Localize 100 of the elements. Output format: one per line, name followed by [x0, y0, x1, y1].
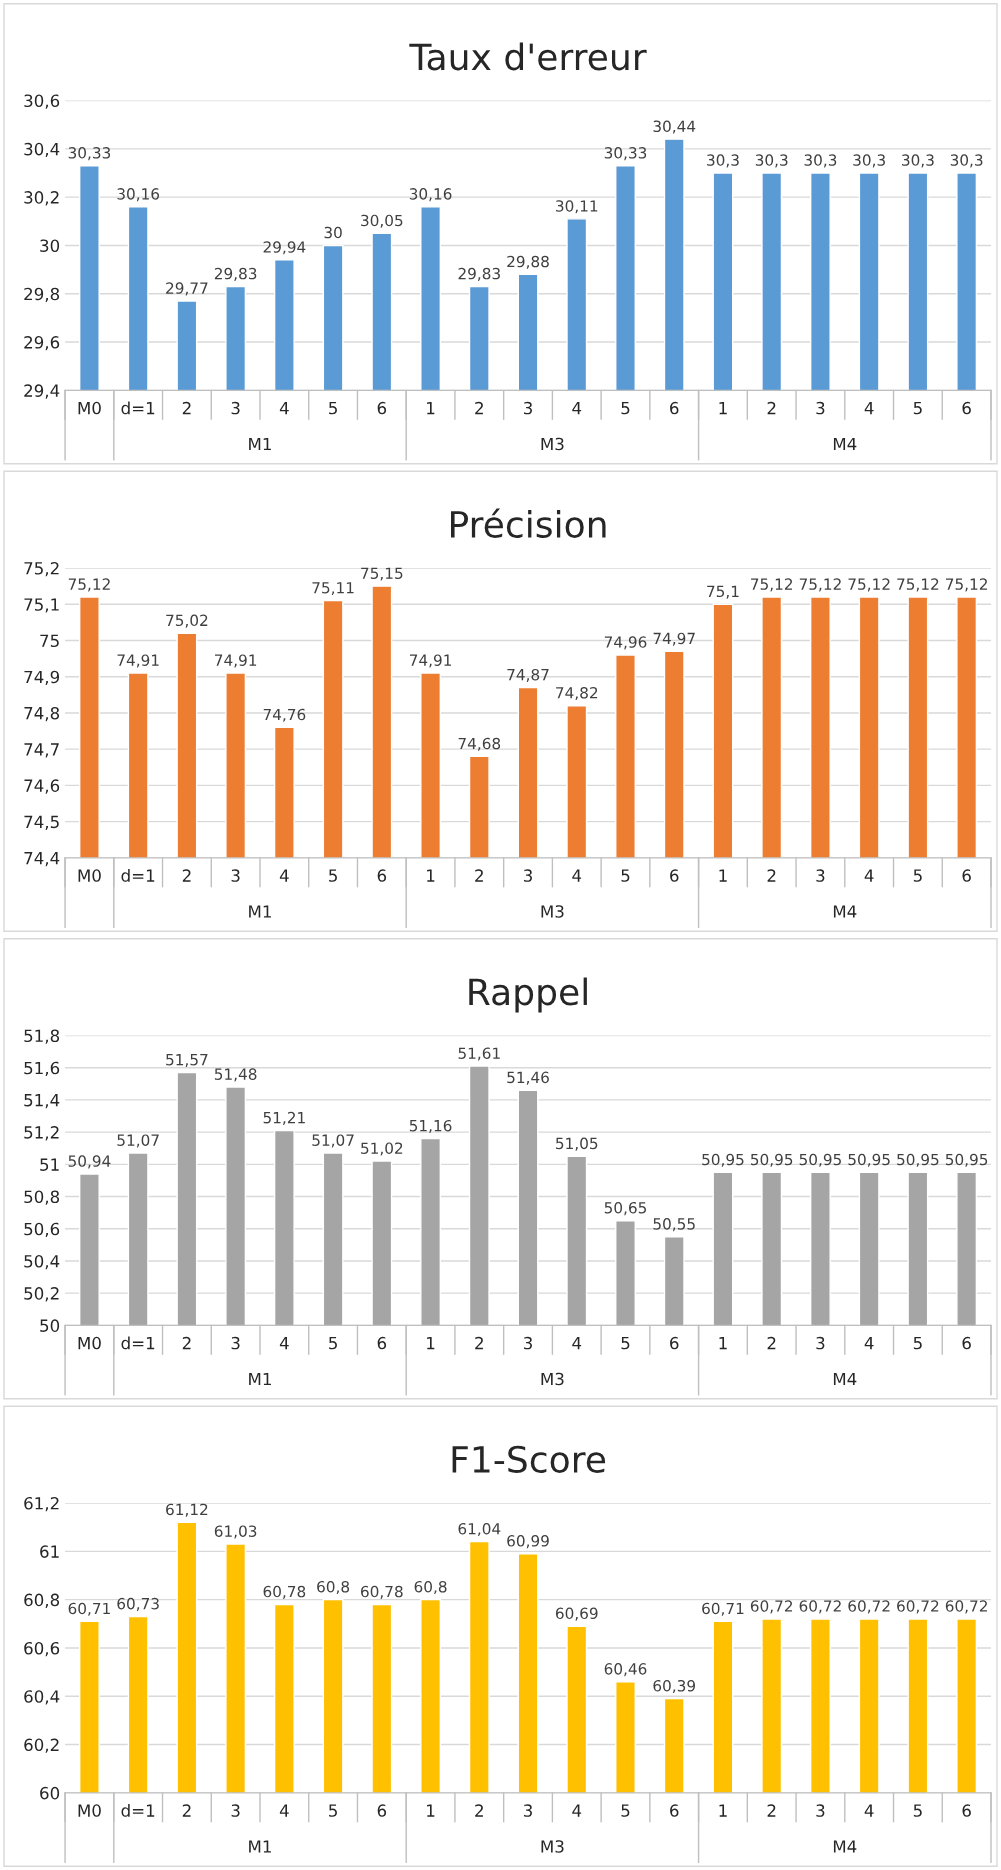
y-tick-label: 74,5	[24, 815, 59, 830]
x-tick-label: 4	[572, 401, 582, 415]
data-label: 60,72	[897, 1600, 939, 1614]
y-tick-label: 50	[40, 1319, 60, 1332]
text: M1	[249, 437, 271, 451]
data-label: 74,96	[604, 636, 647, 650]
data-label: 61,03	[214, 1525, 257, 1539]
data-label: 29,94	[263, 241, 306, 255]
x-tick-label: 5	[621, 869, 630, 882]
data-label: 60,71	[702, 1602, 744, 1616]
y-tick-label: 50,8	[24, 1190, 60, 1205]
x-tick-label: 2	[182, 1336, 191, 1350]
y-tick-label: 60,6	[24, 1641, 60, 1657]
x-tick-label: M0	[78, 869, 101, 882]
data-label: 30	[324, 226, 342, 239]
data-label: 29,88	[507, 255, 549, 269]
x-tick-label: 6	[962, 1336, 971, 1350]
x-tick-label: 4	[279, 869, 289, 882]
text: M4	[833, 1372, 857, 1386]
x-tick-label: 1	[719, 1336, 727, 1350]
y-tick-label: 30,4	[24, 142, 60, 158]
y-tick-label: 51,4	[24, 1094, 60, 1109]
y-tick-label: 74,8	[24, 706, 60, 722]
x-tick-label: 5	[621, 401, 630, 415]
x-tick-label: 3	[524, 1336, 532, 1350]
x-tick-label: 2	[767, 1336, 776, 1350]
x-tick-label: 6	[670, 1804, 679, 1817]
data-label: 50,95	[897, 1153, 939, 1167]
x-tick-label: 6	[670, 401, 679, 415]
data-label: 75,15	[361, 567, 403, 581]
data-label: 60,78	[263, 1585, 306, 1599]
x-tick-label: 5	[913, 1804, 922, 1817]
y-tick-label: 50,6	[24, 1222, 60, 1238]
y-tick-label: 29,8	[24, 287, 60, 303]
x-tick-label: 1	[427, 869, 435, 882]
data-label: 50,95	[702, 1153, 744, 1167]
x-tick-label: d=1	[121, 868, 155, 882]
x-tick-label: 2	[475, 401, 483, 415]
data-label: 60,71	[68, 1602, 110, 1616]
x-tick-label: 5	[329, 1804, 337, 1817]
x-tick-label: 6	[670, 1336, 679, 1350]
data-label: 60,46	[604, 1663, 647, 1677]
data-label: 60,72	[799, 1600, 841, 1614]
x-tick-label: d=1	[121, 1803, 155, 1817]
y-tick-label: 75,2	[24, 561, 59, 577]
data-label: 75,12	[897, 578, 939, 592]
data-label: 60,8	[414, 1580, 447, 1595]
x-tick-label: 4	[864, 1804, 874, 1817]
data-label: 30,16	[117, 188, 160, 202]
x-tick-label: 4	[279, 401, 289, 415]
x-tick-label: 6	[670, 869, 679, 882]
data-label: 30,33	[68, 147, 111, 161]
y-tick-label: 51,2	[24, 1126, 59, 1141]
x-tick-label: 4	[864, 869, 874, 882]
text: M1	[249, 1840, 271, 1853]
data-label: 30,3	[804, 154, 837, 168]
y-tick-label: 61	[40, 1545, 59, 1558]
x-tick-label: 4	[864, 401, 874, 415]
x-tick-label: 1	[719, 869, 727, 882]
y-tick-label: 75	[40, 634, 59, 648]
text: M3	[541, 1372, 564, 1386]
x-tick-label: 2	[182, 401, 191, 415]
y-tick-label: 74,4	[24, 852, 60, 867]
x-tick-label: d=1	[121, 1336, 155, 1350]
data-label: 30,33	[604, 147, 647, 161]
y-tick-label: 74,7	[24, 743, 59, 758]
x-tick-label: 1	[719, 401, 727, 415]
data-label: 60,72	[945, 1600, 987, 1614]
x-tick-label: 6	[377, 1336, 387, 1350]
y-tick-label: 74,6	[24, 779, 60, 794]
data-label: 51,07	[117, 1134, 159, 1148]
x-tick-label: 3	[524, 401, 532, 415]
data-label: 75,12	[68, 578, 110, 592]
x-tick-label: 4	[279, 1336, 289, 1350]
x-tick-label: 5	[329, 401, 337, 415]
y-tick-label: 50,4	[24, 1254, 60, 1270]
data-label: 30,3	[755, 154, 788, 168]
data-label: 60,8	[317, 1580, 350, 1595]
x-tick-label: 3	[231, 1804, 240, 1817]
x-tick-label: 2	[182, 869, 191, 882]
chart-title: F1-Score	[452, 1445, 606, 1473]
x-tick-label: 5	[913, 401, 922, 415]
x-tick-label: 5	[621, 1336, 630, 1350]
x-tick-label: 3	[231, 1336, 240, 1350]
x-tick-label: M0	[78, 401, 101, 415]
text: M3	[541, 437, 564, 451]
y-tick-label: 30	[40, 239, 60, 253]
x-tick-label: 3	[231, 869, 240, 882]
text: M4	[833, 905, 857, 918]
chart-title: Taux d'erreur	[409, 42, 647, 71]
text: M4	[833, 1840, 857, 1853]
y-tick-label: 74,9	[24, 670, 60, 685]
x-tick-label: 3	[524, 869, 532, 882]
data-label: 74,97	[653, 632, 695, 646]
text: M4	[833, 437, 857, 451]
data-label: 30,3	[853, 154, 885, 168]
y-tick-label: 30,6	[24, 94, 60, 109]
data-label: 30,3	[902, 154, 934, 168]
y-tick-label: 51,6	[24, 1061, 60, 1076]
data-label: 75,12	[848, 578, 890, 592]
